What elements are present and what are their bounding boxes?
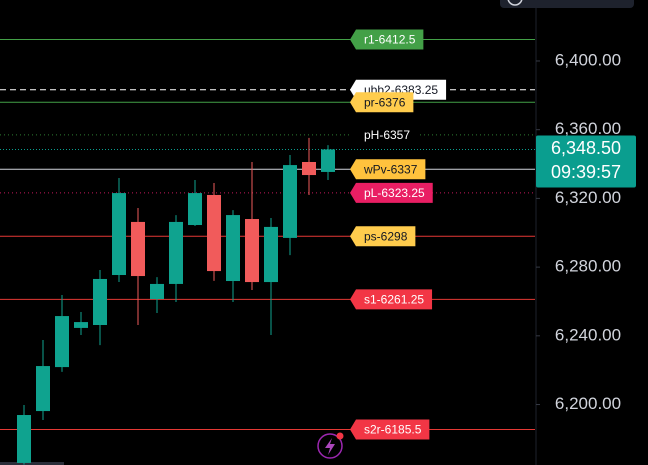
last-price-time: 09:39:57 <box>551 162 621 182</box>
level-label: pL-6323.25 <box>364 186 425 200</box>
level-tag-box <box>350 29 424 50</box>
candle-body <box>36 366 50 412</box>
candle-body <box>302 161 316 176</box>
level-tag-box <box>350 159 426 180</box>
level-tag-box <box>350 289 433 310</box>
level-tag: pH-6357 <box>350 124 419 145</box>
candle-body <box>207 194 221 272</box>
level-tag: pr-6376 <box>350 92 414 113</box>
level-tag-box <box>350 419 430 440</box>
level-label: s2r-6185.5 <box>364 423 422 437</box>
scrollbar <box>0 462 64 465</box>
y-tick-label: 6,400.00 <box>555 50 621 69</box>
level-tag: s2r-6185.5 <box>350 419 430 440</box>
level-label: r1-6412.5 <box>364 33 416 47</box>
candle-body <box>321 149 335 172</box>
candle-body <box>245 219 259 283</box>
y-tick-label: 6,360.00 <box>555 119 621 138</box>
candle-body <box>264 226 278 283</box>
y-tick-label: 6,280.00 <box>555 257 621 276</box>
level-label: pr-6376 <box>364 95 406 109</box>
level-tag: ps-6298 <box>350 226 416 247</box>
level-tag-box <box>350 124 419 145</box>
level-tag: s1-6261.25 <box>350 289 433 310</box>
candle-body <box>93 278 107 326</box>
last-price-label: 6,348.50 <box>551 138 621 158</box>
alert-icon[interactable] <box>317 432 344 459</box>
candle-body <box>150 283 164 300</box>
level-label: ps-6298 <box>364 229 408 243</box>
candle-body <box>169 221 183 284</box>
y-tick-label: 6,320.00 <box>555 188 621 207</box>
level-label: pH-6357 <box>364 128 410 142</box>
candle-body <box>283 165 297 238</box>
level-tag-box <box>350 92 414 113</box>
level-tag: pL-6323.25 <box>350 182 433 203</box>
candle-body <box>188 193 202 226</box>
level-label: s1-6261.25 <box>364 292 424 306</box>
candle-body <box>112 193 126 276</box>
candle-body <box>74 322 88 328</box>
level-tag-box <box>350 182 433 203</box>
candle-body <box>55 316 69 368</box>
y-tick-label: 6,200.00 <box>555 394 621 413</box>
candle-body <box>131 221 145 277</box>
y-tick-label: 6,240.00 <box>555 325 621 344</box>
level-label: wPv-6337 <box>363 162 418 176</box>
candle-body <box>17 415 31 463</box>
level-tag-box <box>350 226 416 247</box>
level-tag: wPv-6337 <box>350 159 426 180</box>
toolbar-button[interactable] <box>500 0 634 8</box>
level-tag: r1-6412.5 <box>350 29 424 50</box>
last-price-box <box>536 135 636 188</box>
toolbar-icon[interactable] <box>507 0 523 6</box>
candle-body <box>226 215 240 282</box>
